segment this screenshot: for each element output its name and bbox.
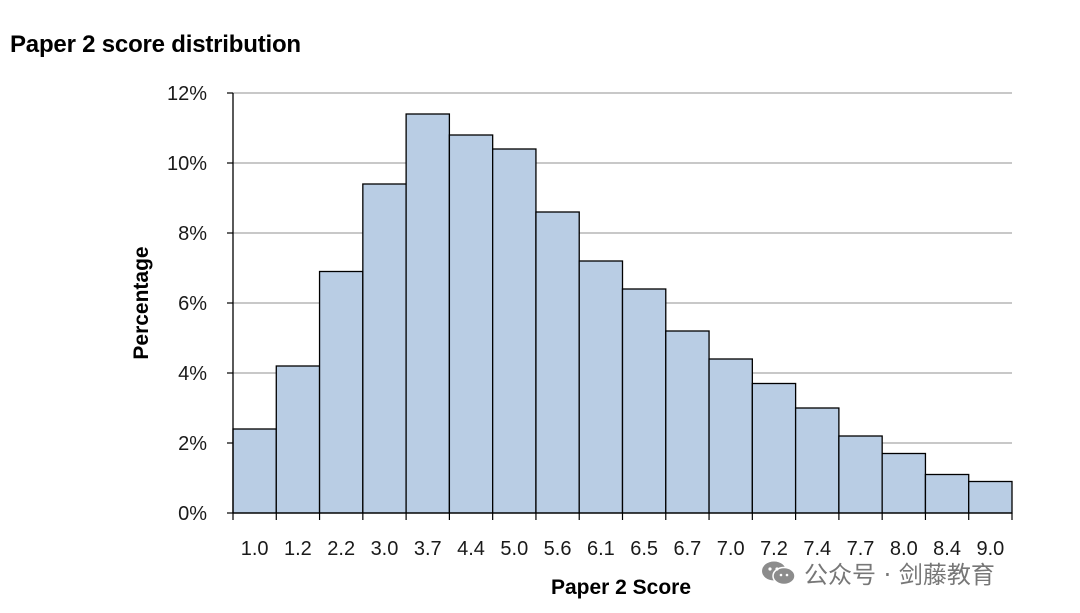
x-tick-label: 3.0 [371, 538, 399, 560]
bar [362, 183, 407, 514]
bar [751, 382, 797, 514]
x-tick-label: 7.2 [760, 538, 788, 560]
bar [924, 473, 970, 514]
bar [492, 148, 537, 514]
x-tick-label: 7.0 [717, 538, 745, 560]
bar [881, 452, 927, 514]
watermark-text: 公众号 · 剑藤教育 [804, 561, 995, 589]
y-tick-label: 8% [178, 223, 207, 245]
x-tick-label: 3.7 [414, 538, 442, 560]
x-tick-label: 5.6 [544, 538, 572, 560]
axes [227, 92, 1013, 520]
x-tick-label: 8.4 [933, 538, 961, 560]
bars [232, 113, 1013, 514]
watermark: 公众号 · 剑藤教育 [760, 555, 995, 590]
x-tick-label: 5.0 [500, 538, 528, 560]
bar [232, 428, 277, 514]
y-tick-label: 6% [178, 293, 207, 315]
x-tick-label: 2.2 [327, 538, 355, 560]
x-tick-label: 6.7 [674, 538, 702, 560]
y-tick-label: 2% [178, 433, 207, 455]
x-tick-label: 4.4 [457, 538, 485, 560]
x-axis-label: Paper 2 Score [551, 576, 691, 599]
x-tick-label: 1.0 [241, 538, 269, 560]
bar [708, 358, 753, 514]
bar [275, 365, 321, 514]
bar [318, 270, 364, 514]
y-tick-label: 0% [178, 503, 207, 525]
x-tick-label: 9.0 [976, 538, 1004, 560]
x-tick-label: 8.0 [890, 538, 918, 560]
bar [665, 330, 710, 514]
x-tick-label: 6.1 [587, 538, 615, 560]
y-tick-label: 12% [167, 83, 207, 105]
bar [968, 480, 1013, 514]
bar [535, 211, 580, 514]
tick-labels: 0% 2% 4% 6% 8% 10% 12% 1.0 1.2 2.2 3.0 3.7 4.4 5.0 5.6… [167, 83, 1004, 560]
y-tick-label: 10% [167, 153, 207, 175]
bar [794, 407, 840, 514]
bar [405, 113, 451, 514]
x-tick-label: 6.5 [630, 538, 658, 560]
bar [578, 260, 624, 514]
x-tick-label: 7.4 [803, 538, 831, 560]
bar [621, 288, 667, 514]
wechat-icon [762, 561, 796, 585]
bar [448, 134, 494, 514]
y-axis-label: Percentage [130, 246, 153, 359]
y-tick-label: 4% [178, 363, 207, 385]
x-tick-label: 7.7 [847, 538, 875, 560]
chart-title: Paper 2 score distribution [10, 31, 301, 58]
x-tick-label: 1.2 [284, 538, 312, 560]
bar [838, 435, 883, 514]
